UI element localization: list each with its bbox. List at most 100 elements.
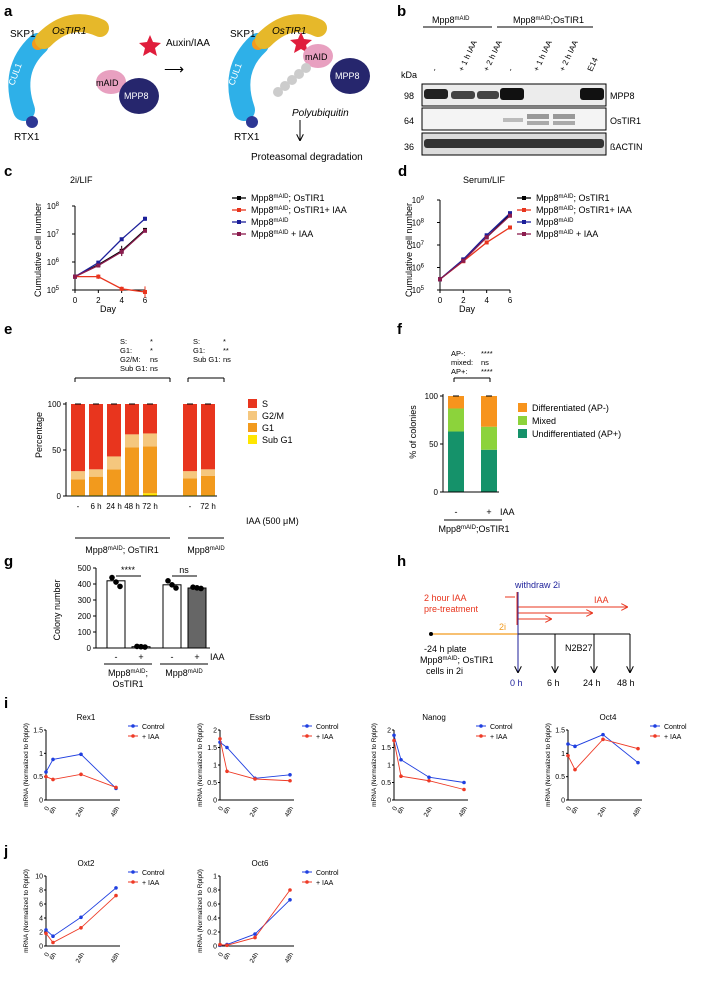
legend-marker	[522, 232, 526, 236]
data-point	[225, 745, 229, 750]
stat-value: ns	[223, 355, 231, 364]
y-tick-label: 0.8	[207, 888, 217, 895]
y-tick-label: 100	[48, 400, 62, 409]
data-dot	[165, 578, 171, 584]
series-line	[439, 215, 511, 280]
legend-swatch	[518, 416, 527, 425]
panel-c: c 2i/LIF Cumulative cell number Day 1051…	[4, 163, 347, 314]
data-point	[225, 943, 229, 948]
legend-label: Mpp8mAID + IAA	[251, 229, 313, 239]
stat-key: AP-:	[451, 349, 466, 358]
x-tick-label: 0	[73, 296, 78, 305]
data-point	[44, 774, 48, 779]
legend-marker	[131, 734, 135, 738]
data-point	[288, 773, 292, 777]
y-tick-label: 0	[39, 944, 43, 951]
y-tick-label: 50	[52, 446, 61, 455]
mpp8-label-right: MPP8	[335, 71, 360, 81]
bar-segment	[71, 471, 85, 480]
h-iaa: IAA	[594, 595, 609, 605]
lane-labels: - + 1 h IAA + 2 h IAA - + 1 h IAA + 2 h IAA E1…	[430, 38, 600, 72]
qpcr-ylabel: mRNA (Normalized to Rplp0)	[23, 869, 30, 953]
chart-f-ylabel: % of colonies	[408, 405, 418, 459]
data-point	[484, 235, 489, 240]
x-tick-label: 72 h	[142, 502, 158, 511]
mpp8-shape	[119, 78, 159, 114]
stat-value: ns	[150, 364, 158, 373]
x-tick-label: 6h	[397, 805, 407, 815]
y-tick-exp: 6	[56, 258, 60, 264]
data-point	[508, 213, 512, 218]
series-line	[219, 889, 291, 946]
qpcr-chart-i4: Oct4 mRNA (Normalized to Rplp0) 0 0.5 1 1.5 06…	[545, 713, 687, 818]
reaction-arrow-icon: ⟶	[164, 61, 184, 77]
x-tick-label: 2	[96, 296, 101, 305]
legend-label: + IAA	[664, 734, 682, 741]
h-2i: 2i	[499, 622, 506, 632]
panel-letter-b: b	[397, 3, 406, 20]
data-point	[79, 915, 83, 920]
y-tick-label: 107	[47, 230, 60, 239]
data-dot	[117, 583, 123, 590]
x-tick-label: 6 h	[90, 502, 101, 511]
y-tick-label: 0.4	[207, 916, 217, 923]
series-line	[45, 887, 117, 937]
legend-label: Control	[490, 724, 513, 731]
legend-label: Mpp8mAID	[251, 217, 289, 227]
y-tick-label: 6	[39, 902, 43, 909]
y-tick-label: 2	[39, 930, 43, 937]
bar-segment	[125, 434, 139, 448]
stat-key: Sub G1:	[120, 364, 148, 373]
bar-segment	[107, 469, 121, 496]
qpcr-chart-j2: Oct6 mRNA (Normalized to Rplp0) 0 0.2 0.4 0.6…	[197, 859, 339, 964]
y-tick-label: 100	[425, 392, 439, 401]
y-tick-label: 1	[561, 751, 565, 758]
x-tick-label: 6h	[49, 951, 59, 961]
legend-marker	[237, 196, 241, 200]
qpcr-ylabel: mRNA (Normalized to Rplp0)	[197, 723, 204, 807]
legend-label: Control	[664, 724, 687, 731]
y-tick-label: 200	[78, 612, 92, 621]
series-line	[74, 218, 146, 278]
bar-segment	[107, 404, 121, 457]
data-point	[51, 934, 55, 938]
data-point	[508, 225, 512, 230]
legend-sup: mAID	[274, 194, 290, 200]
y-tick-label: 0.5	[555, 774, 565, 781]
legend-label: Control	[316, 870, 339, 877]
data-dot	[134, 643, 140, 650]
bar-segment	[89, 476, 103, 496]
legend-marker	[653, 734, 657, 738]
bar-segment	[125, 404, 139, 435]
y-tick-label: 1.5	[207, 745, 217, 752]
chart-g-ylabel: Colony number	[52, 579, 62, 640]
series-line	[439, 212, 511, 280]
data-point	[143, 289, 147, 294]
qpcr-ylabel: mRNA (Normalized to Rplp0)	[23, 723, 30, 807]
chart-g-group2: Mpp8mAID	[165, 668, 203, 678]
bar	[162, 584, 182, 649]
chart-g-sig1: ****	[121, 565, 136, 575]
x-tick-label: 6h	[223, 951, 233, 961]
maid-shape-right	[303, 44, 333, 68]
data-point	[438, 277, 442, 282]
data-point	[96, 274, 101, 279]
chart-g-x3: -	[171, 652, 174, 662]
y-tick-label: 2	[387, 728, 391, 735]
legend-label: Control	[316, 724, 339, 731]
chart-g-x1: -	[115, 652, 118, 662]
series-line	[75, 275, 146, 293]
data-point	[566, 742, 570, 746]
mpp8-shape-right	[330, 58, 370, 94]
maid-shape	[96, 70, 126, 94]
stat-key: Sub G1:	[193, 355, 221, 364]
mpp8-bands	[424, 88, 604, 100]
group1-sup: mAID	[455, 16, 471, 22]
h-plate2: Mpp8mAID; OsTIR1	[420, 655, 494, 665]
x-tick-label: 48h	[284, 805, 296, 818]
data-point	[96, 260, 101, 265]
panel-letter-i: i	[4, 695, 8, 712]
chart-c-xlabel: Day	[100, 304, 117, 314]
